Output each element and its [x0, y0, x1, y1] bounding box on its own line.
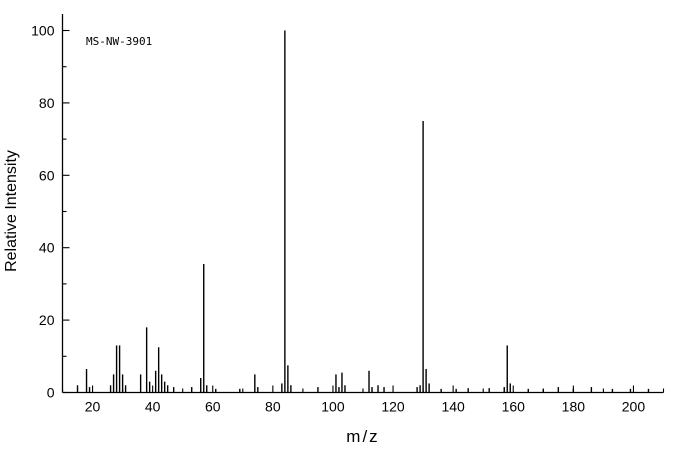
x-axis-label: m/z	[346, 427, 379, 446]
x-tick-label: 200	[622, 399, 646, 415]
x-tick-label: 20	[85, 399, 101, 415]
x-tick-label: 80	[265, 399, 281, 415]
x-tick-label: 120	[381, 399, 405, 415]
axis-tick-labels: 20 40 60 80 100 120 140 160 180 200 0 20 40 60 80 100	[31, 23, 645, 415]
x-tick-label: 60	[205, 399, 221, 415]
x-tick-label: 100	[321, 399, 345, 415]
y-tick-label: 20	[39, 312, 55, 328]
x-tick-label: 160	[502, 399, 526, 415]
y-tick-label: 40	[39, 240, 55, 256]
x-tick-label: 40	[145, 399, 161, 415]
y-tick-label: 60	[39, 167, 55, 183]
y-tick-label: 0	[47, 385, 55, 401]
y-axis-label: Relative Intensity	[3, 150, 20, 272]
axis-ticks	[61, 29, 665, 394]
x-tick-label: 140	[441, 399, 465, 415]
x-tick-label: 180	[562, 399, 586, 415]
axes	[61, 14, 664, 394]
y-tick-label: 100	[31, 23, 55, 39]
spectrum-id-label: MS-NW-3901	[86, 35, 152, 48]
y-tick-label: 80	[39, 95, 55, 111]
spectrum-peaks	[76, 30, 650, 393]
